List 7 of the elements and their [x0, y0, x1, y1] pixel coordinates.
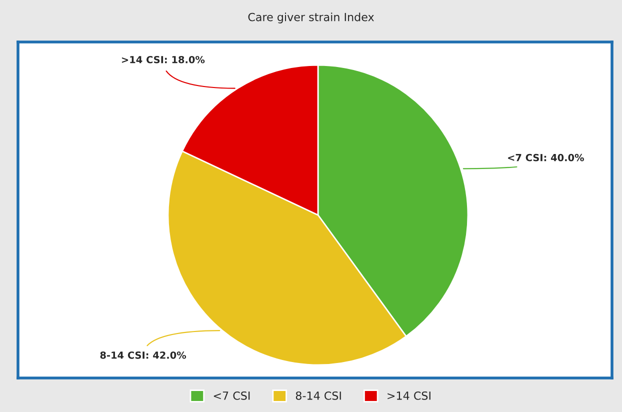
data-label: <7 CSI: 40.0% — [508, 154, 584, 162]
data-label: >14 CSI: 18.0% — [122, 56, 205, 64]
legend-label: 8-14 CSI — [296, 391, 341, 400]
chart-title: Care giver strain Index — [248, 12, 374, 24]
legend-label: >14 CSI — [388, 391, 430, 400]
legend-label: <7 CSI — [214, 391, 250, 400]
data-label: 8-14 CSI: 42.0% — [100, 351, 186, 359]
